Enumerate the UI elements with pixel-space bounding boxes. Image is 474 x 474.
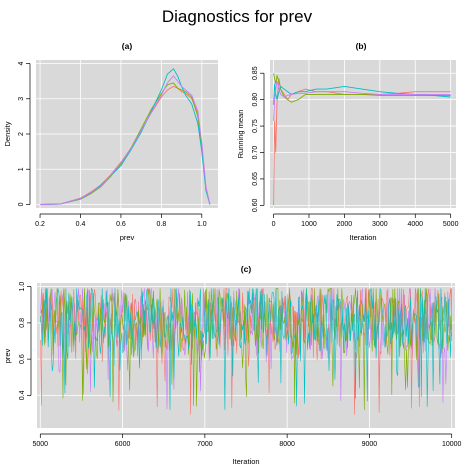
panel-a-ylabel: Density	[3, 121, 12, 146]
panel-b-ytick-label: 0.70	[252, 146, 259, 160]
panel-a-xlabel: prev	[120, 233, 135, 242]
panel-a-ytick-label: 4	[18, 61, 25, 65]
panel-a-series-line-2	[39, 82, 211, 205]
panel-b-xtick-label: 3000	[372, 221, 388, 228]
panel-a-ytick-label: 3	[18, 97, 25, 101]
panel-c-ytick-label: 0.6	[19, 354, 26, 364]
panel-c: (c) 5000 6000 7000 8000 9000 10000 0.4 0.6 0.8 1.…	[3, 264, 462, 466]
panel-b-xtick-label: 1000	[301, 221, 317, 228]
panel-c-ytick-label: 0.4	[19, 390, 26, 400]
panel-a-xtick-label: 0.8	[157, 221, 167, 228]
panel-c-title: (c)	[241, 264, 252, 274]
panel-a-ytick-label: 2	[18, 132, 25, 136]
panel-a-xtick-label: 0.6	[116, 221, 126, 228]
panel-a-title: (a)	[122, 41, 133, 51]
panel-b-ytick-label: 0.75	[252, 119, 259, 133]
panel-c-xtick-label: 5000	[33, 441, 49, 448]
panel-b-series-line-4	[273, 81, 451, 121]
panel-a-xtick-label: 0.4	[76, 221, 86, 228]
panel-a: (a) 0.2 0.4 0.6 0.8 1.0 0 1 2 3 4 prev Density	[3, 41, 218, 242]
panel-c-ytick-label: 1.0	[19, 282, 26, 292]
panel-a-ytick-label: 1	[18, 167, 25, 171]
panel-c-xtick-label: 6000	[115, 441, 131, 448]
panel-a-series-line-4	[39, 75, 211, 205]
panel-a-ytick-label: 0	[18, 202, 25, 206]
panel-b-xtick-label: 2000	[337, 221, 353, 228]
panel-b-ytick-label: 0.85	[252, 66, 259, 80]
panel-b-plot-area	[270, 60, 456, 208]
panel-b: (b) 0 1000 2000 3000 4000 5000 0.60 0.65 0.70 0.7…	[236, 41, 459, 242]
panel-b-ylabel: Running mean	[236, 110, 245, 159]
panel-b-ytick-label: 0.65	[252, 172, 259, 186]
panel-b-series-line-2	[273, 73, 451, 103]
panel-b-xtick-label: 5000	[443, 221, 459, 228]
panel-c-ytick-label: 0.8	[19, 318, 26, 328]
figure-title: Diagnostics for prev	[162, 7, 313, 26]
panel-c-ylabel: prev	[3, 348, 12, 363]
panel-b-xtick-label: 0	[272, 221, 276, 228]
panel-b-xtick-label: 4000	[407, 221, 423, 228]
panel-c-xtick-label: 8000	[279, 441, 295, 448]
panel-b-series-line-3	[273, 83, 451, 105]
panel-c-xlabel: Iteration	[232, 457, 259, 466]
panel-c-xtick-label: 7000	[197, 441, 213, 448]
panel-c-xtick-label: 9000	[362, 441, 378, 448]
panel-b-xlabel: Iteration	[349, 233, 376, 242]
panel-c-trace-line-3	[40, 287, 452, 410]
panel-b-ytick-label: 0.60	[252, 198, 259, 212]
panel-a-xtick-label: 0.2	[35, 221, 45, 228]
panel-a-xtick-label: 1.0	[197, 221, 207, 228]
panel-b-title: (b)	[356, 41, 367, 51]
panel-a-series-line-1	[39, 85, 211, 205]
panel-c-xtick-label: 10000	[442, 441, 462, 448]
panel-b-ytick-label: 0.80	[252, 93, 259, 107]
